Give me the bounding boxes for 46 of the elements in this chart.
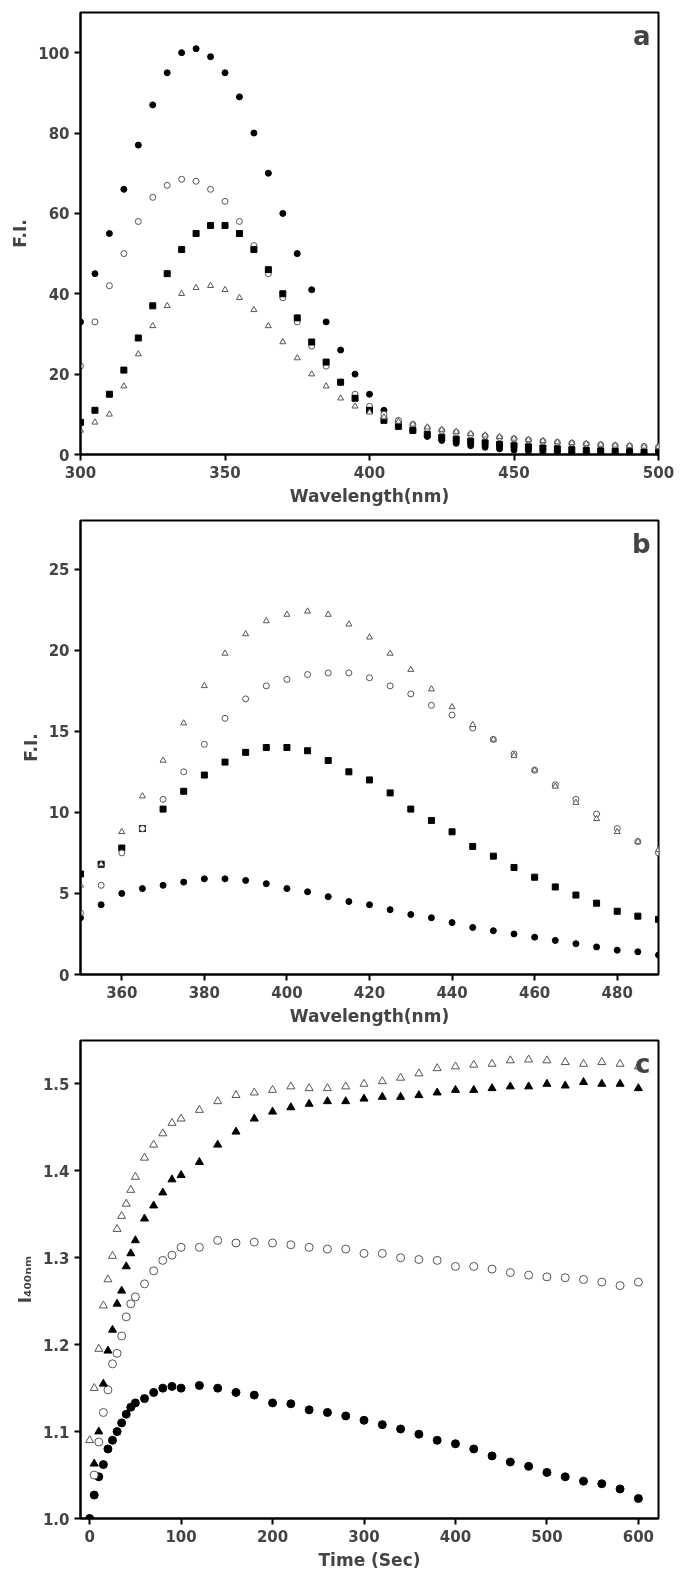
annotation: b	[631, 528, 651, 559]
x-tick-label: 500	[531, 1527, 563, 1546]
y-tick-label: 20	[48, 642, 70, 661]
x-tick-label: 460	[518, 983, 551, 1002]
x-axis-title: Wavelength(nm)	[289, 1005, 450, 1026]
y-tick-label: 1.3	[42, 1249, 70, 1268]
x-tick-label: 300	[348, 1527, 380, 1546]
x-tick-label: 400	[439, 1527, 472, 1546]
x-tick-label: 400	[353, 463, 386, 482]
x-tick-label: 440	[436, 983, 468, 1002]
y-axis-title: F.I.	[20, 733, 41, 762]
x-tick-label: 0	[84, 1527, 95, 1546]
y-tick-label: 1.2	[42, 1336, 70, 1355]
y-tick-label: 1.0	[42, 1510, 70, 1529]
annotation: c	[635, 1048, 651, 1079]
y-tick-label: 0	[59, 966, 70, 985]
x-tick-label: 360	[106, 983, 138, 1002]
x-tick-label: 600	[622, 1527, 655, 1546]
y-tick-label: 25	[48, 561, 70, 580]
y-axis-title: F.I.	[10, 219, 31, 248]
y-tick-label: 80	[48, 125, 70, 144]
x-tick-label: 350	[209, 463, 241, 482]
x-tick-label: 300	[64, 463, 97, 482]
x-tick-label: 500	[642, 463, 675, 482]
x-tick-label: 100	[165, 1527, 197, 1546]
y-tick-label: 40	[48, 285, 70, 304]
y-tick-label: 15	[48, 723, 70, 742]
y-axis-title: I₄₀₀ₙₘ	[14, 1255, 35, 1304]
y-tick-label: 5	[59, 885, 70, 904]
x-tick-label: 200	[256, 1527, 289, 1546]
y-tick-label: 1.4	[42, 1162, 70, 1181]
y-tick-label: 1.5	[42, 1075, 70, 1094]
y-tick-label: 10	[48, 804, 70, 823]
x-axis-title: Time (Sec)	[318, 1549, 421, 1570]
y-tick-label: 100	[38, 44, 70, 63]
x-tick-label: 420	[353, 983, 386, 1002]
y-tick-label: 0	[59, 446, 70, 465]
x-tick-label: 450	[498, 463, 530, 482]
annotation: a	[632, 20, 651, 51]
x-axis-title: Wavelength(nm)	[289, 485, 450, 506]
y-tick-label: 20	[48, 366, 70, 385]
y-tick-label: 60	[48, 205, 70, 224]
x-tick-label: 480	[601, 983, 633, 1002]
x-tick-label: 380	[188, 983, 221, 1002]
x-tick-label: 400	[271, 983, 303, 1002]
y-tick-label: 1.1	[42, 1423, 70, 1442]
